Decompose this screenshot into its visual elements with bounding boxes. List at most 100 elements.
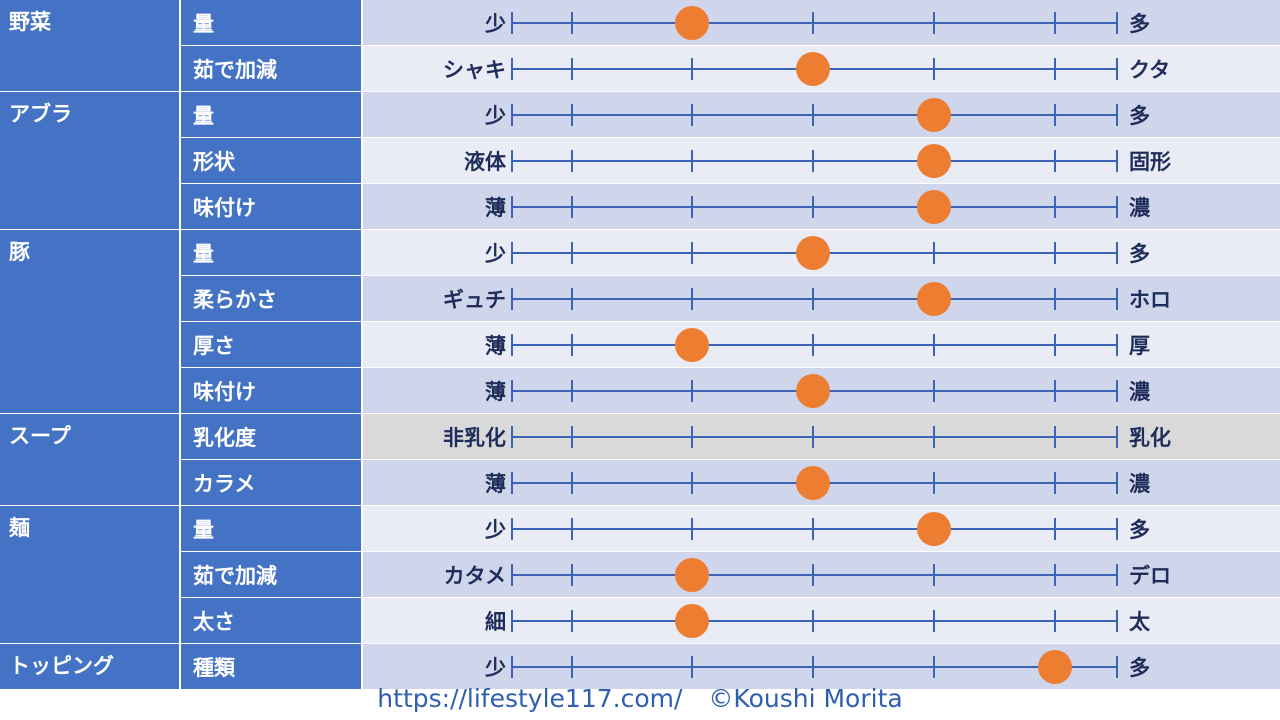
scale-end-tick: [1116, 11, 1118, 34]
scale-end-tick: [1116, 103, 1118, 126]
scale-tick: [933, 655, 935, 678]
category-cell: 麺: [0, 506, 179, 643]
left-scale-label: 薄: [485, 333, 506, 358]
scale-tick: [691, 287, 693, 310]
scale-tick: [571, 609, 573, 632]
scale-end-tick: [1116, 655, 1118, 678]
scale-tick: [812, 563, 814, 586]
attribute-label: 厚さ: [181, 322, 361, 367]
scale-tick: [1054, 11, 1056, 34]
attribute-label: 量: [181, 92, 361, 137]
scale-end-tick: [511, 563, 513, 586]
scale-tick: [812, 333, 814, 356]
right-scale-label: クタ: [1129, 57, 1171, 82]
scale-tick: [1054, 57, 1056, 80]
right-scale-label: 多: [1129, 517, 1150, 542]
scale-tick: [933, 379, 935, 402]
scale-tick: [1054, 563, 1056, 586]
scale-tick: [933, 57, 935, 80]
scale-line: [512, 573, 1117, 576]
scale-tick: [691, 379, 693, 402]
left-scale-label: 少: [485, 241, 506, 266]
scale-tick: [1054, 287, 1056, 310]
left-scale-label: ギュチ: [443, 287, 506, 312]
scale-tick: [812, 287, 814, 310]
scale-tick: [933, 241, 935, 264]
scale-tick: [1054, 241, 1056, 264]
scale-end-tick: [1116, 333, 1118, 356]
scale-end-tick: [511, 195, 513, 218]
scale-tick: [691, 149, 693, 172]
scale-end-tick: [511, 609, 513, 632]
scale-tick: [571, 425, 573, 448]
scale-end-tick: [1116, 517, 1118, 540]
right-scale-label: 多: [1129, 655, 1150, 680]
scale-tick: [812, 11, 814, 34]
rating-dot: [675, 603, 709, 638]
scale-end-tick: [511, 655, 513, 678]
scale-end-tick: [511, 333, 513, 356]
scale-tick: [933, 563, 935, 586]
left-scale-label: カタメ: [443, 563, 506, 588]
scale-line: [512, 205, 1117, 208]
scale-end-tick: [511, 103, 513, 126]
rating-dot: [917, 511, 951, 546]
rating-dot: [796, 51, 830, 86]
scale-tick: [1054, 149, 1056, 172]
scale-tick: [571, 241, 573, 264]
scale-tick: [571, 195, 573, 218]
scale-end-tick: [1116, 241, 1118, 264]
attribute-label: 種類: [181, 644, 361, 689]
scale-tick: [571, 517, 573, 540]
scale-line: [512, 297, 1117, 300]
scale-end-tick: [1116, 195, 1118, 218]
attribute-label: 茹で加減: [181, 552, 361, 597]
scale-line: [512, 113, 1117, 116]
scale-tick: [1054, 333, 1056, 356]
category-cell: トッピング: [0, 644, 179, 689]
scale-tick: [1054, 195, 1056, 218]
right-scale-label: 厚: [1129, 333, 1150, 358]
attribute-label: 太さ: [181, 598, 361, 643]
attribute-label: 量: [181, 230, 361, 275]
left-scale-label: 少: [485, 655, 506, 680]
rating-dot: [917, 97, 951, 132]
left-scale-label: 薄: [485, 379, 506, 404]
left-scale-label: 薄: [485, 195, 506, 220]
rating-dot: [796, 373, 830, 408]
rating-dot: [796, 235, 830, 270]
scale-tick: [571, 287, 573, 310]
category-cell: スープ: [0, 414, 179, 505]
scale-end-tick: [511, 517, 513, 540]
scale-tick: [1054, 103, 1056, 126]
attribute-label: 乳化度: [181, 414, 361, 459]
scale-tick: [691, 425, 693, 448]
scale-end-tick: [511, 425, 513, 448]
scale-end-tick: [511, 57, 513, 80]
footer-url[interactable]: https://lifestyle117.com/: [377, 683, 683, 713]
rating-dot: [675, 327, 709, 362]
scale-line: [512, 527, 1117, 530]
category-cell: 豚: [0, 230, 179, 413]
left-scale-label: 細: [485, 609, 506, 634]
scale-tick: [691, 471, 693, 494]
right-scale-label: ホロ: [1129, 287, 1171, 312]
scale-end-tick: [1116, 425, 1118, 448]
scale-tick: [933, 11, 935, 34]
attribute-label: 味付け: [181, 368, 361, 413]
scale-line: [512, 619, 1117, 622]
scale-tick: [1054, 379, 1056, 402]
right-scale-label: デロ: [1129, 563, 1171, 588]
scale-line: [512, 21, 1117, 24]
scale-tick: [933, 471, 935, 494]
left-scale-label: 少: [485, 11, 506, 36]
rating-chart: 野菜 アブラ豚スープ麺トッピング量少多茹で加減 シャキ クタ量少多形状 液体 固形 味付け薄…: [0, 0, 1280, 689]
rating-dot: [675, 557, 709, 592]
attribute-label: 味付け: [181, 184, 361, 229]
right-scale-label: 濃: [1129, 471, 1150, 496]
scale-end-tick: [511, 241, 513, 264]
rating-dot: [1038, 649, 1072, 684]
scale-tick: [571, 149, 573, 172]
scale-tick: [691, 241, 693, 264]
scale-tick: [691, 517, 693, 540]
